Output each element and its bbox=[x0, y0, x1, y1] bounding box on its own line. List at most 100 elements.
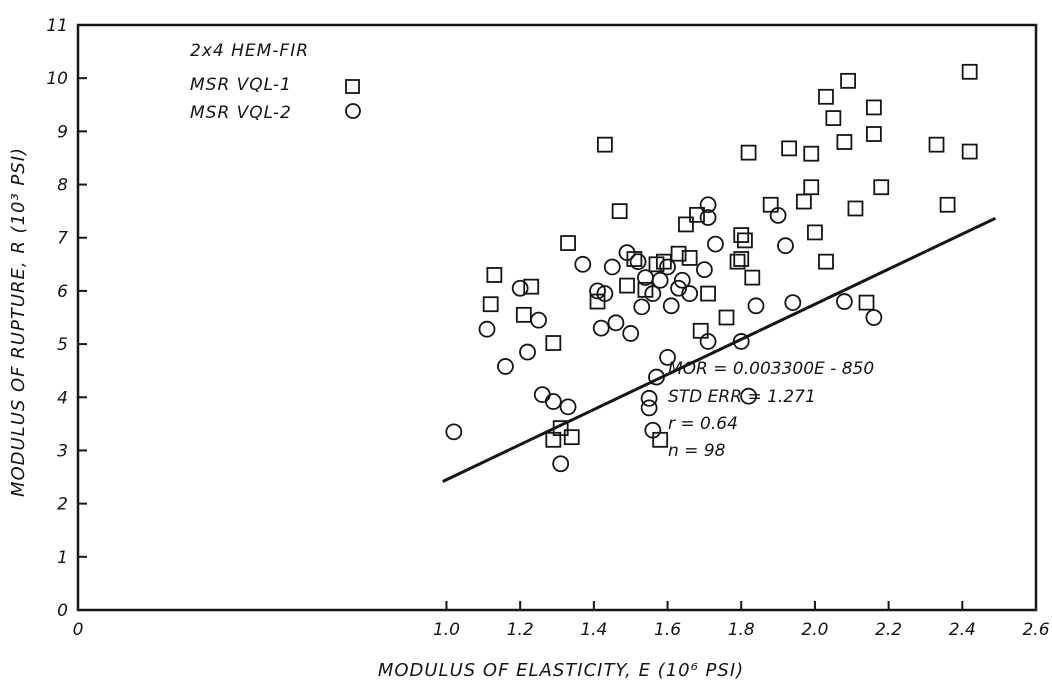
square-point bbox=[733, 251, 750, 267]
circle-point bbox=[618, 244, 636, 262]
legend: 2x4 HEM-FIR MSR VQL-1 MSR VQL-2 bbox=[190, 41, 361, 123]
circle-point bbox=[559, 398, 577, 416]
circle-point bbox=[640, 399, 658, 417]
x-tick-label: 2.2 bbox=[875, 620, 902, 640]
plot-frame bbox=[76, 23, 1038, 612]
y-tick-label: 8 bbox=[57, 176, 68, 196]
circle-point bbox=[681, 285, 699, 302]
square-point bbox=[482, 296, 499, 313]
y-axis-label: MODULUS OF RUPTURE, R (10³ PSI) bbox=[8, 147, 29, 497]
circle-point bbox=[511, 279, 529, 297]
square-point bbox=[560, 235, 576, 251]
circle-point bbox=[699, 333, 717, 350]
square-point bbox=[681, 250, 698, 266]
square-point bbox=[803, 179, 820, 196]
circle-point bbox=[589, 282, 606, 300]
x-tick-label: 1.8 bbox=[728, 620, 755, 640]
y-tick-label: 0 bbox=[57, 601, 68, 621]
circle-point bbox=[519, 343, 536, 361]
square-point bbox=[803, 145, 820, 162]
square-point bbox=[744, 269, 761, 286]
circle-point bbox=[659, 348, 676, 366]
axis-tick-labels: 0 1.0 1.2 1.4 1.6 1.8 2.0 2.2 2.4 2.6 0 1 2 3 4 5 6 7 8 9 10… bbox=[46, 16, 1049, 640]
square-point bbox=[781, 140, 798, 157]
square-point bbox=[847, 200, 864, 217]
square-point bbox=[563, 429, 580, 446]
square-point bbox=[670, 245, 687, 262]
square-point bbox=[939, 196, 956, 213]
square-point bbox=[652, 431, 669, 448]
square-point bbox=[678, 216, 694, 233]
square-point bbox=[597, 136, 613, 153]
square-point bbox=[692, 322, 709, 339]
y-tick-label: 7 bbox=[57, 229, 68, 249]
y-tick-label: 2 bbox=[57, 495, 68, 515]
square-point bbox=[961, 143, 978, 160]
regression-line bbox=[442, 216, 997, 483]
x-axis-label: MODULUS OF ELASTICITY, E (10⁶ PSI) bbox=[378, 660, 744, 681]
square-point bbox=[836, 134, 853, 150]
y-tick-label: 5 bbox=[57, 335, 68, 355]
circle-point bbox=[707, 235, 724, 253]
square-point bbox=[515, 306, 532, 323]
square-point bbox=[737, 232, 753, 249]
x-tick-label: 2.6 bbox=[1022, 620, 1049, 640]
circle-point bbox=[644, 421, 662, 439]
square-point bbox=[858, 294, 875, 311]
x-tick-label: 1.2 bbox=[507, 620, 534, 640]
legend-label-vql1: MSR VQL-1 bbox=[190, 75, 292, 95]
std-error: STD ERR = 1.271 bbox=[668, 387, 816, 407]
circle-point bbox=[662, 297, 680, 315]
circle-point bbox=[445, 423, 463, 441]
circle-point bbox=[552, 455, 570, 473]
square-point bbox=[655, 253, 672, 270]
square-point bbox=[700, 285, 716, 302]
x-tick-label: 2.0 bbox=[801, 620, 828, 640]
circle-point bbox=[607, 314, 625, 332]
square-point bbox=[740, 144, 757, 161]
square-point bbox=[611, 203, 628, 220]
circle-point bbox=[530, 311, 547, 329]
square-point bbox=[961, 63, 978, 80]
circle-point bbox=[673, 271, 691, 289]
x-tick-label: 2.4 bbox=[949, 620, 976, 640]
circle-point bbox=[695, 261, 713, 279]
x-tick-label: 1.6 bbox=[654, 620, 681, 640]
x-tick-label: 0 bbox=[73, 620, 84, 640]
square-point bbox=[619, 277, 635, 294]
square-point bbox=[825, 110, 842, 126]
y-tick-label: 4 bbox=[57, 388, 68, 408]
circle-point bbox=[603, 258, 621, 276]
y-tick-label: 3 bbox=[57, 441, 68, 461]
y-tick-label: 6 bbox=[57, 282, 68, 302]
circle-point bbox=[574, 255, 592, 273]
circle-point bbox=[747, 297, 765, 315]
square-point bbox=[545, 335, 562, 351]
square-point bbox=[807, 224, 823, 241]
axis-ticks bbox=[77, 24, 1037, 611]
y-tick-label: 11 bbox=[46, 16, 68, 36]
circle-point bbox=[629, 253, 647, 271]
square-point bbox=[818, 253, 834, 270]
legend-circle-marker bbox=[345, 103, 361, 119]
circle-point bbox=[740, 387, 757, 405]
circle-point bbox=[836, 293, 853, 310]
square-point bbox=[729, 253, 746, 270]
circle-point bbox=[633, 298, 651, 316]
square-point bbox=[689, 206, 705, 223]
square-point bbox=[840, 72, 856, 89]
legend-label-vql2: MSR VQL-2 bbox=[190, 103, 292, 123]
circle-point bbox=[865, 309, 883, 326]
square-point bbox=[486, 267, 503, 283]
square-point bbox=[928, 136, 945, 153]
legend-heading: 2x4 HEM-FIR bbox=[190, 41, 309, 61]
x-tick-label: 1.0 bbox=[433, 620, 460, 640]
circle-point bbox=[651, 271, 669, 289]
square-point bbox=[873, 179, 890, 196]
circle-point bbox=[544, 393, 562, 410]
circle-point bbox=[592, 319, 610, 337]
square-point bbox=[762, 196, 779, 213]
square-point bbox=[865, 126, 882, 142]
circle-point bbox=[533, 386, 551, 404]
